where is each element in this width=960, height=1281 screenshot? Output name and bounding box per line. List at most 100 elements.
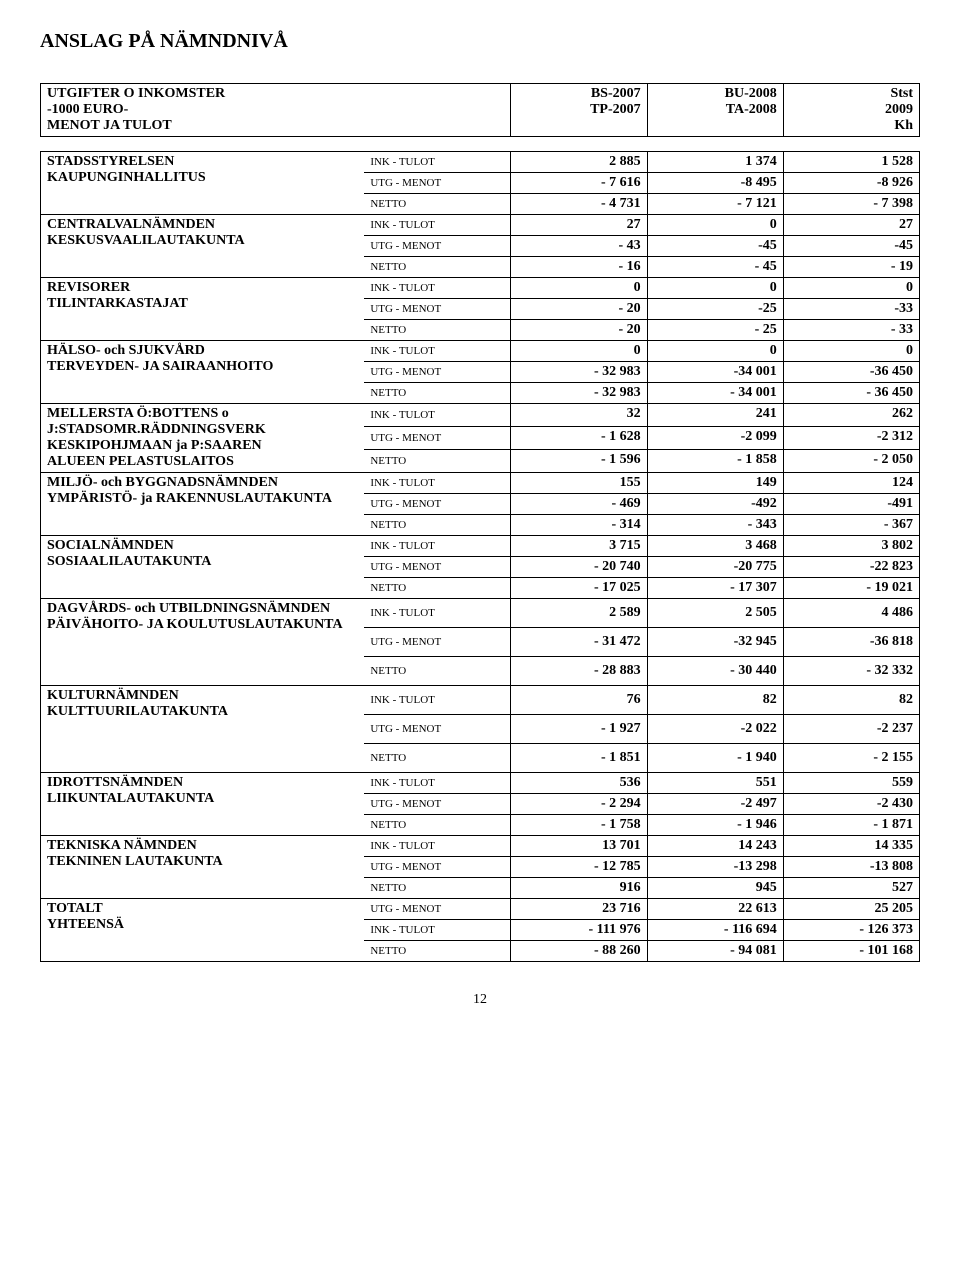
- value-cell: -33: [783, 299, 919, 320]
- value-cell: - 1 758: [511, 815, 647, 836]
- value-cell: - 30 440: [647, 657, 783, 686]
- value-cell: 124: [783, 473, 919, 494]
- value-cell: - 17 025: [511, 578, 647, 599]
- value-cell: - 32 983: [511, 362, 647, 383]
- value-cell: 82: [647, 686, 783, 715]
- row-type: UTG - MENOT: [364, 857, 511, 878]
- row-type: UTG - MENOT: [364, 173, 511, 194]
- row-type: UTG - MENOT: [364, 715, 511, 744]
- value-cell: 0: [511, 341, 647, 362]
- value-cell: - 314: [511, 515, 647, 536]
- value-cell: - 116 694: [647, 920, 783, 941]
- value-cell: 1 374: [647, 152, 783, 173]
- value-cell: - 2 155: [783, 744, 919, 773]
- row-type: UTG - MENOT: [364, 236, 511, 257]
- value-cell: - 1 628: [511, 427, 647, 450]
- header-left: UTGIFTER O INKOMSTER-1000 EURO-MENOT JA …: [41, 84, 365, 137]
- row-type: NETTO: [364, 320, 511, 341]
- value-cell: 0: [647, 215, 783, 236]
- value-cell: - 4 731: [511, 194, 647, 215]
- group-label: MILJÖ- och BYGGNADSNÄMNDENYMPÄRISTÖ- ja …: [41, 473, 365, 536]
- value-cell: - 367: [783, 515, 919, 536]
- value-cell: -8 495: [647, 173, 783, 194]
- value-cell: 536: [511, 773, 647, 794]
- row-type: NETTO: [364, 657, 511, 686]
- value-cell: - 17 307: [647, 578, 783, 599]
- row-type: INK - TULOT: [364, 536, 511, 557]
- value-cell: 2 885: [511, 152, 647, 173]
- value-cell: -32 945: [647, 628, 783, 657]
- group-label: TOTALTYHTEENSÄ: [41, 899, 365, 962]
- value-cell: - 36 450: [783, 383, 919, 404]
- row-type: NETTO: [364, 515, 511, 536]
- value-cell: 82: [783, 686, 919, 715]
- value-cell: 25 205: [783, 899, 919, 920]
- row-type: UTG - MENOT: [364, 362, 511, 383]
- value-cell: - 19: [783, 257, 919, 278]
- row-type: NETTO: [364, 257, 511, 278]
- group-label: TEKNISKA NÄMNDENTEKNINEN LAUTAKUNTA: [41, 836, 365, 899]
- row-type: INK - TULOT: [364, 920, 511, 941]
- value-cell: - 1 927: [511, 715, 647, 744]
- value-cell: -13 808: [783, 857, 919, 878]
- value-cell: - 31 472: [511, 628, 647, 657]
- row-type: INK - TULOT: [364, 341, 511, 362]
- value-cell: - 1 946: [647, 815, 783, 836]
- value-cell: 76: [511, 686, 647, 715]
- row-type: INK - TULOT: [364, 215, 511, 236]
- row-type: INK - TULOT: [364, 686, 511, 715]
- value-cell: 945: [647, 878, 783, 899]
- value-cell: - 28 883: [511, 657, 647, 686]
- value-cell: - 25: [647, 320, 783, 341]
- row-type: NETTO: [364, 383, 511, 404]
- row-type: NETTO: [364, 815, 511, 836]
- value-cell: 3 468: [647, 536, 783, 557]
- value-cell: -492: [647, 494, 783, 515]
- value-cell: -20 775: [647, 557, 783, 578]
- value-cell: 241: [647, 404, 783, 427]
- value-cell: - 126 373: [783, 920, 919, 941]
- value-cell: -2 022: [647, 715, 783, 744]
- value-cell: 27: [511, 215, 647, 236]
- value-cell: - 1 940: [647, 744, 783, 773]
- value-cell: 23 716: [511, 899, 647, 920]
- row-type: UTG - MENOT: [364, 494, 511, 515]
- value-cell: 0: [647, 278, 783, 299]
- value-cell: -8 926: [783, 173, 919, 194]
- value-cell: -2 099: [647, 427, 783, 450]
- value-cell: - 111 976: [511, 920, 647, 941]
- row-type: UTG - MENOT: [364, 899, 511, 920]
- header-col-stst: Stst2009Kh: [783, 84, 919, 137]
- row-type: NETTO: [364, 878, 511, 899]
- value-cell: -36 818: [783, 628, 919, 657]
- group-label: IDROTTSNÄMNDENLIIKUNTALAUTAKUNTA: [41, 773, 365, 836]
- value-cell: 559: [783, 773, 919, 794]
- value-cell: - 1 851: [511, 744, 647, 773]
- value-cell: 0: [511, 278, 647, 299]
- value-cell: 551: [647, 773, 783, 794]
- value-cell: - 343: [647, 515, 783, 536]
- row-type: UTG - MENOT: [364, 557, 511, 578]
- row-type: UTG - MENOT: [364, 794, 511, 815]
- value-cell: 27: [783, 215, 919, 236]
- value-cell: - 7 616: [511, 173, 647, 194]
- value-cell: -13 298: [647, 857, 783, 878]
- value-cell: -34 001: [647, 362, 783, 383]
- group-label: CENTRALVALNÄMNDENKESKUSVAALILAUTAKUNTA: [41, 215, 365, 278]
- value-cell: 262: [783, 404, 919, 427]
- value-cell: - 101 168: [783, 941, 919, 962]
- row-type: INK - TULOT: [364, 836, 511, 857]
- page-number: 12: [40, 992, 920, 1008]
- value-cell: 14 335: [783, 836, 919, 857]
- row-type: NETTO: [364, 578, 511, 599]
- value-cell: - 12 785: [511, 857, 647, 878]
- value-cell: 0: [647, 341, 783, 362]
- value-cell: - 43: [511, 236, 647, 257]
- value-cell: 13 701: [511, 836, 647, 857]
- value-cell: 2 589: [511, 599, 647, 628]
- value-cell: 1 528: [783, 152, 919, 173]
- value-cell: 527: [783, 878, 919, 899]
- value-cell: 3 802: [783, 536, 919, 557]
- row-type: INK - TULOT: [364, 599, 511, 628]
- group-label: DAGVÅRDS- och UTBILDNINGSNÄMNDENPÄIVÄHOI…: [41, 599, 365, 686]
